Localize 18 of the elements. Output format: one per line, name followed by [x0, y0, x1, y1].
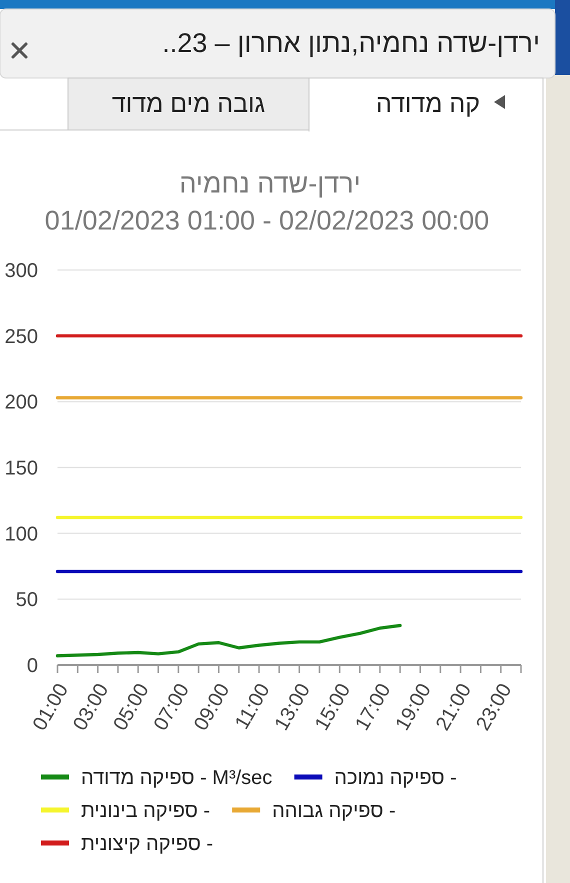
y-tick-label: 200 [4, 392, 38, 414]
legend-label: ספיקה גבוהה - [272, 800, 396, 822]
y-tick-label: 150 [4, 458, 38, 480]
text: ירדן-שדה נחמיה,נתון אחרון – 23.. [162, 28, 540, 58]
legend-label: ספיקה נמוכה - [334, 767, 457, 789]
y-tick-label: 250 [4, 326, 38, 348]
legend-label: ספיקה קיצונית - [81, 833, 214, 855]
line-series [56, 624, 402, 658]
chart-title: ירדן-שדה נחמיה [179, 168, 361, 198]
y-tick-label: 300 [4, 260, 38, 282]
legend-label: ספיקה מדודה - M³/sec [81, 767, 272, 789]
text: קה מדודה [376, 90, 480, 118]
legend-label: ספיקה בינונית - [81, 800, 210, 822]
chart-subtitle: 01/02/2023 01:00 - 02/02/2023 00:00 [44, 205, 490, 236]
text: גובה מים מדוד [112, 90, 266, 118]
y-tick-label: 100 [4, 523, 38, 546]
y-tick-label: 0 [26, 655, 38, 677]
y-tick-label: 50 [16, 589, 38, 612]
